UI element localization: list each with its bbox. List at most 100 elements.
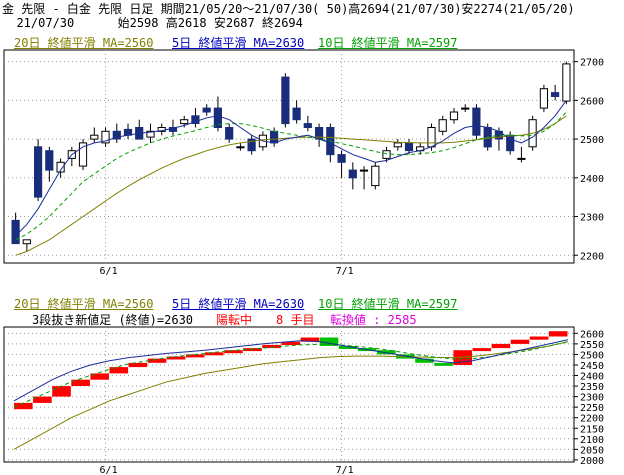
renko-block (185, 354, 205, 358)
candle-body (101, 130, 110, 144)
renko-trend-label: 陽転中 (216, 313, 253, 327)
lower-x-tick-label: 6/1 (100, 465, 118, 475)
renko-block (548, 331, 568, 337)
lower-plot-frame (3, 326, 575, 463)
candle-body (213, 107, 223, 128)
legend-ma20-lower: 20日 終値平滑 MA=2560 (14, 297, 154, 311)
legend-ma20-upper: 20日 終値平滑 MA=2560 (14, 36, 154, 50)
lower-ma20-line (13, 341, 569, 450)
candle-body (371, 165, 380, 187)
upper-y-tick-label: 2400 (580, 174, 604, 185)
lower-y-tick-label: 2150 (580, 424, 604, 435)
candle-body (292, 107, 301, 121)
renko-block (434, 362, 453, 366)
candle-body (202, 107, 211, 113)
candle-body (517, 157, 526, 160)
candle-body (427, 127, 436, 148)
candle-body (382, 150, 391, 159)
upper-ma10-line (15, 111, 567, 241)
renko-block (319, 337, 339, 346)
lower-ma5-line (13, 339, 569, 402)
renko-block (33, 396, 52, 403)
upper-y-tick-label: 2200 (580, 251, 604, 262)
renko-block (415, 358, 434, 363)
header-line-2: 21/07/30 始2598 高2618 安2687 終2694 (2, 16, 303, 30)
lower-y-tick-label: 2000 (580, 456, 604, 467)
header-line-1: 金 先限 - 白金 先限 日足 期間21/05/20～21/07/30( 50)… (2, 2, 575, 16)
candle-body (247, 138, 256, 152)
candle-body (404, 142, 414, 152)
renko-block (300, 337, 320, 342)
renko-block (491, 343, 511, 349)
candle-body (348, 169, 357, 179)
candle-body (34, 146, 43, 198)
candle-body (281, 76, 290, 125)
renko-block (472, 348, 492, 352)
renko-block (281, 341, 300, 345)
renko-method-label: 3段抜き新値足 (終値)=2630 (32, 313, 194, 327)
lower-y-tick-label: 2250 (580, 403, 604, 414)
renko-block (262, 344, 281, 349)
candle-body (146, 130, 155, 138)
renko-block (14, 402, 33, 410)
candle-body (337, 154, 346, 163)
renko-block (224, 350, 243, 354)
candle-body (236, 146, 245, 149)
lower-y-tick-label: 2550 (580, 340, 604, 351)
candle-body (438, 119, 447, 132)
legend-ma5-lower: 5日 終値平滑 MA=2630 (172, 297, 305, 311)
lower-y-tick-label: 2200 (580, 414, 604, 425)
lower-ma10-line (13, 341, 569, 408)
lower-y-tick-label: 2050 (580, 445, 604, 456)
candle-body (11, 219, 20, 245)
renko-block (243, 348, 262, 352)
lower-x-tick-label: 7/1 (336, 465, 354, 475)
candle-body (45, 150, 54, 171)
candle-body (303, 123, 312, 128)
upper-x-tick-label: 6/1 (100, 266, 118, 277)
candle-body (78, 142, 88, 167)
lower-y-tick-label: 2400 (580, 372, 604, 383)
upper-y-tick-label: 2700 (580, 58, 604, 69)
renko-block (71, 379, 90, 386)
candle-body (461, 107, 470, 110)
candle-body (449, 111, 459, 121)
candle-body (359, 169, 369, 172)
renko-block (147, 358, 167, 363)
renko-reversal-label: 転換値 : 2585 (330, 313, 417, 327)
candle-body (539, 88, 548, 109)
renko-block (128, 362, 148, 368)
upper-y-tick-label: 2500 (580, 135, 604, 146)
lower-y-tick-label: 2350 (580, 382, 604, 393)
legend-ma10-upper: 10日 終値平滑 MA=2597 (318, 36, 458, 50)
candle-body (393, 142, 402, 148)
candle-body (22, 239, 31, 245)
renko-block (52, 386, 71, 397)
legend-ma10-lower: 10日 終値平滑 MA=2597 (318, 297, 458, 311)
candle-body (270, 130, 279, 144)
candle-body (112, 130, 121, 140)
candle-body (225, 127, 234, 140)
renko-block (338, 346, 358, 349)
lower-y-tick-label: 2500 (580, 350, 604, 361)
renko-block (90, 373, 109, 380)
lower-y-tick-label: 2300 (580, 393, 604, 404)
lower-y-tick-label: 2600 (580, 329, 604, 340)
upper-y-tick-label: 2300 (580, 213, 604, 224)
lower-y-tick-label: 2100 (580, 435, 604, 446)
candle-body (562, 63, 571, 102)
candle-body (90, 134, 99, 140)
renko-block (166, 356, 186, 360)
candle-body (180, 119, 189, 125)
candle-body (56, 161, 65, 173)
renko-count-label: 8 手目 (276, 313, 315, 327)
renko-block (529, 336, 549, 340)
renko-block (377, 350, 396, 355)
renko-block (109, 367, 129, 374)
upper-y-tick-label: 2600 (580, 96, 604, 107)
renko-block (205, 352, 224, 356)
candle-body (472, 107, 481, 136)
lower-y-tick-label: 2450 (580, 361, 604, 372)
candle-body (191, 115, 200, 125)
